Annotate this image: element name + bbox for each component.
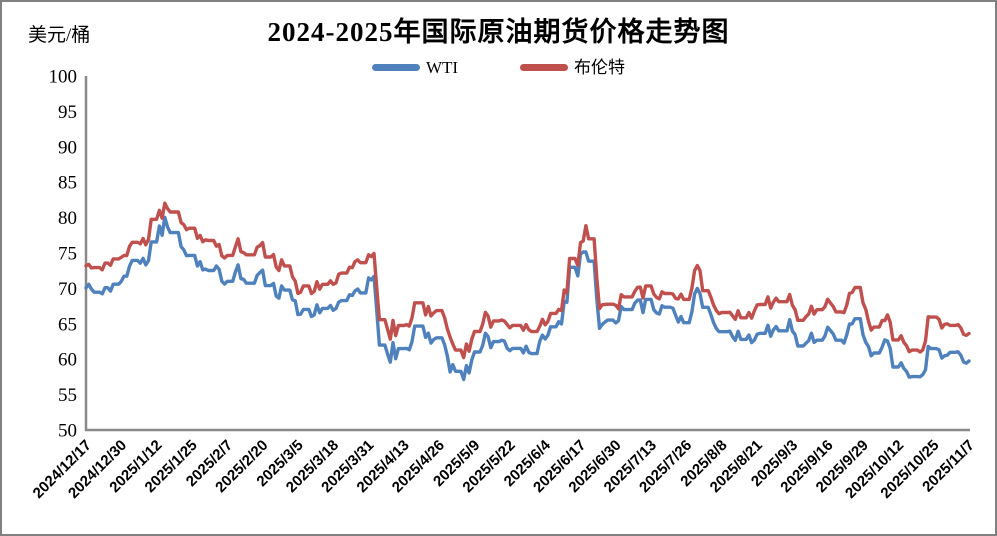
y-tick-label: 75 bbox=[58, 244, 77, 265]
legend-item-brent: 布伦特 bbox=[520, 59, 625, 76]
y-tick-label: 80 bbox=[58, 208, 77, 229]
chart-title: 2024-2025年国际原油期货价格走势图 bbox=[267, 17, 730, 47]
wti-line bbox=[84, 215, 971, 382]
y-tick-label: 100 bbox=[49, 67, 78, 88]
brent-legend-label: 布伦特 bbox=[574, 58, 626, 77]
y-tick-label: 90 bbox=[58, 137, 77, 158]
y-tick-label: 60 bbox=[58, 350, 77, 371]
y-tick-label: 55 bbox=[58, 385, 77, 406]
y-tick-label: 85 bbox=[58, 173, 77, 194]
wti-legend-label: WTI bbox=[425, 58, 459, 77]
y-tick-label: 95 bbox=[58, 102, 77, 123]
y-axis-unit-label: 美元/桶 bbox=[28, 25, 91, 46]
chart-legend: WTI 布伦特 bbox=[2, 59, 995, 76]
legend-item-wti: WTI bbox=[371, 58, 459, 77]
wti-legend-swatch-icon bbox=[371, 64, 420, 71]
axis-lines bbox=[84, 76, 970, 432]
y-tick-label: 70 bbox=[58, 279, 77, 300]
y-tick-label: 65 bbox=[58, 314, 77, 335]
brent-legend-swatch-icon bbox=[520, 64, 569, 71]
y-tick-label: 50 bbox=[58, 421, 77, 442]
brent-line bbox=[84, 201, 971, 360]
